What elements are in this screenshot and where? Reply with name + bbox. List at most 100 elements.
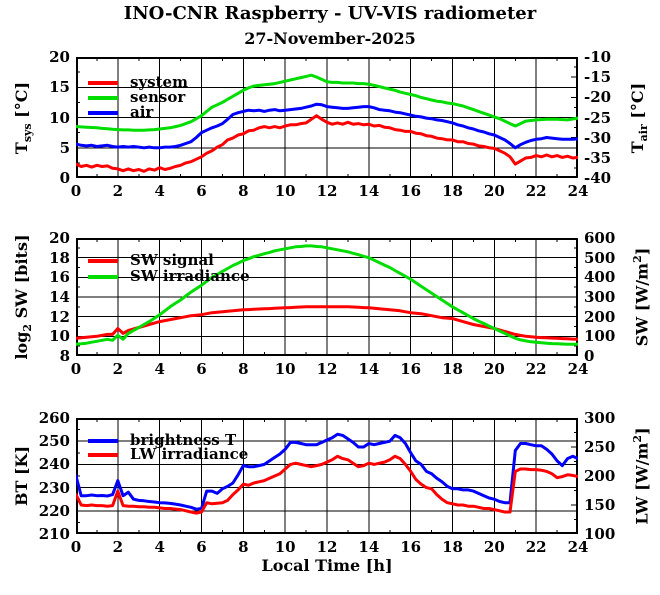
series-lw-irradiance	[76, 454, 578, 515]
x-tick-label: 2	[112, 538, 124, 556]
x-tick-label: 14	[358, 360, 380, 378]
x-tick-label: 12	[316, 538, 338, 556]
y-axis-title-left: BT [K]	[12, 445, 31, 507]
legend-swatch	[88, 438, 118, 443]
y-tick-label-right: 150	[584, 496, 616, 514]
y-tick-label-left: 0	[59, 169, 70, 187]
legend-swatch	[88, 80, 118, 85]
series-sw-irradiance	[76, 244, 578, 346]
x-tick-label: 12	[316, 182, 338, 200]
chart-subtitle: 27-November-2025	[244, 29, 416, 48]
y-tick-label-left: 15	[49, 78, 70, 97]
y-tick-label-left: 16	[49, 268, 70, 287]
x-tick-label: 18	[442, 182, 463, 200]
x-tick-label: 4	[154, 538, 165, 556]
y-tick-label-left: 18	[49, 248, 70, 267]
y-tick-label-left: 14	[49, 288, 70, 306]
y-tick-label-left: 250	[38, 432, 70, 451]
y-tick-label-right: -15	[584, 68, 612, 87]
x-tick-label: 24	[567, 538, 589, 556]
legend-label: brightness T	[130, 431, 237, 449]
legend-label: SW signal	[130, 251, 214, 269]
x-tick-label: 4	[154, 360, 165, 378]
x-tick-label: 14	[358, 182, 380, 200]
x-tick-label: 16	[400, 360, 422, 378]
legend-item-air: air	[88, 105, 153, 120]
y-tick-label-left: 10	[49, 327, 70, 346]
legend-label: sensor	[130, 88, 186, 106]
x-tick-label: 2	[112, 360, 124, 378]
y-tick-label-right: 100	[584, 525, 616, 543]
x-tick-label: 18	[442, 538, 463, 556]
y-tick-label-left: 12	[49, 307, 70, 326]
chart-title: INO-CNR Raspberry - UV-VIS radiometer	[123, 3, 537, 24]
x-tick-label: 6	[196, 360, 207, 378]
legend-item-lw-irradiance: LW irradiance	[88, 447, 248, 462]
x-tick-label: 22	[525, 360, 547, 378]
y-tick-label-left: 20	[49, 48, 70, 66]
y-tick-label-right: 600	[584, 229, 616, 247]
y-tick-label-left: 210	[38, 525, 70, 543]
y-tick-label-right: 250	[584, 438, 616, 456]
x-tick-label: 14	[358, 538, 380, 556]
x-tick-label: 8	[238, 360, 249, 378]
x-tick-label: 10	[274, 538, 296, 556]
x-tick-label: 18	[442, 360, 463, 378]
y-tick-label-left: 240	[38, 455, 70, 474]
x-tick-label: 12	[316, 360, 338, 378]
y-tick-label-right: 500	[584, 248, 616, 267]
x-tick-label: 0	[70, 182, 82, 200]
series-air	[76, 102, 578, 150]
legend-item-brightness-t: brightness T	[88, 433, 236, 448]
x-tick-label: 20	[483, 360, 505, 378]
x-tick-label: 24	[567, 182, 589, 200]
x-tick-label: 0	[70, 360, 82, 378]
y-tick-label-right: 200	[584, 467, 616, 485]
y-tick-label-right: 400	[584, 268, 616, 287]
x-tick-label: 6	[196, 538, 207, 556]
x-tick-label: 8	[238, 182, 249, 200]
x-tick-label: 20	[483, 182, 505, 200]
legend-item-sw-irradiance: SW irradiance	[88, 269, 250, 284]
x-tick-label: 24	[567, 360, 589, 378]
y-tick-label-right: -20	[584, 88, 612, 107]
legend-swatch	[88, 274, 118, 279]
y-tick-label-right: -25	[584, 108, 612, 127]
x-tick-label: 6	[196, 182, 207, 200]
x-tick-label: 8	[238, 538, 249, 556]
x-tick-label: 10	[274, 182, 296, 200]
y-tick-label-left: 10	[49, 108, 70, 127]
legend-label: system	[130, 73, 188, 91]
x-tick-label: 0	[70, 538, 82, 556]
y-tick-label-left: 260	[38, 409, 70, 427]
y-tick-label-left: 5	[59, 138, 70, 157]
x-tick-label: 16	[400, 182, 422, 200]
x-tick-label: 22	[525, 538, 547, 556]
legend-label: SW irradiance	[130, 267, 250, 285]
series-brightness-t	[76, 432, 578, 511]
legend-swatch	[88, 258, 118, 263]
series-system	[76, 114, 578, 173]
plot-shortwave-canvas	[76, 238, 578, 356]
legend-swatch	[88, 95, 118, 100]
y-tick-label-left: 8	[59, 347, 70, 365]
y-axis-title-right: LW [W/m2]	[631, 427, 652, 525]
y-tick-label-right: -40	[584, 169, 612, 187]
y-tick-label-right: 300	[584, 409, 616, 427]
y-tick-label-right: 200	[584, 307, 616, 326]
y-tick-label-left: 20	[49, 229, 70, 247]
legend-label: air	[130, 103, 154, 121]
x-tick-label: 22	[525, 182, 547, 200]
y-tick-label-right: -10	[584, 48, 612, 66]
legend-swatch	[88, 110, 118, 115]
plot-temperatures-canvas	[76, 57, 578, 178]
y-tick-label-right: 300	[584, 288, 616, 306]
x-axis-title: Local Time [h]	[261, 556, 393, 575]
x-tick-label: 2	[112, 182, 124, 200]
y-tick-label-left: 220	[38, 501, 70, 520]
legend-swatch	[88, 452, 118, 457]
y-tick-label-right: 0	[584, 347, 595, 365]
legend-label: LW irradiance	[130, 445, 249, 463]
x-tick-label: 4	[154, 182, 165, 200]
